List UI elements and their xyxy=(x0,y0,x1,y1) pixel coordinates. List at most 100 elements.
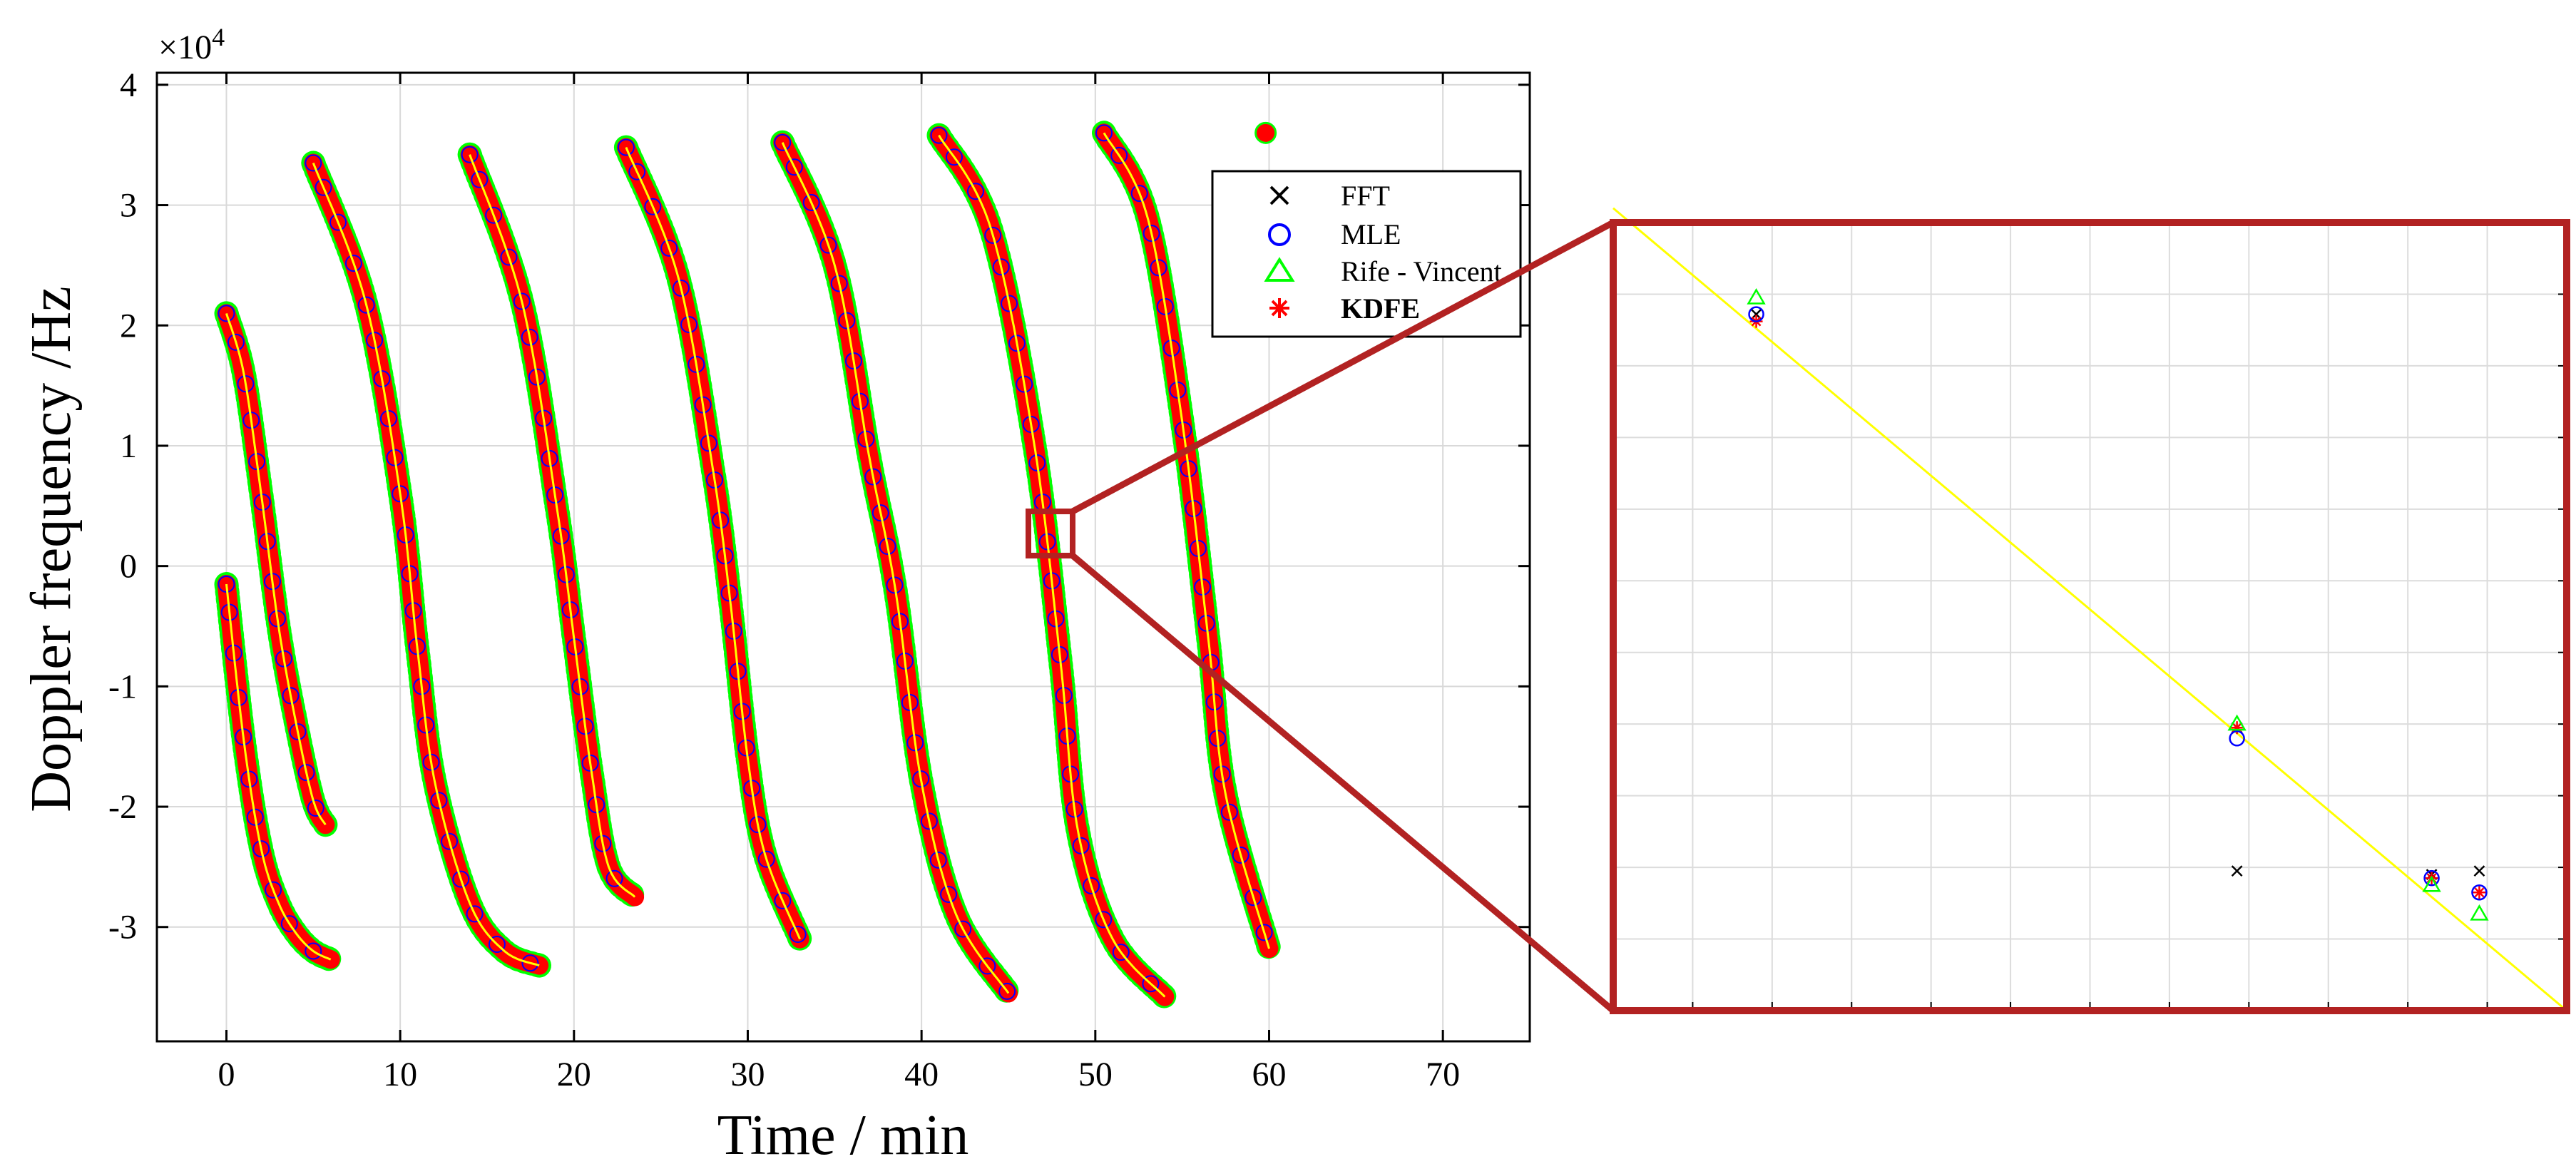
pass-2-mle-marker xyxy=(344,255,362,272)
pass-3-mle-marker xyxy=(605,869,623,887)
legend-label-fft: FFT xyxy=(1341,180,1390,212)
pass-2-mle-marker xyxy=(315,178,332,196)
multiplier-exponent: 4 xyxy=(212,23,225,51)
zoom-callout xyxy=(1026,220,1615,1014)
pass-5-mle-marker xyxy=(879,538,896,556)
y-tick-label: -1 xyxy=(108,668,137,705)
zoom-inset xyxy=(1610,207,2570,1014)
zoom-point-4 xyxy=(2422,869,2441,892)
pass-1a-mle-marker xyxy=(280,915,298,933)
pass-4-mle-marker xyxy=(743,780,761,797)
zoom-source-box xyxy=(1026,509,1075,558)
pass-7-mle-marker xyxy=(1232,846,1249,864)
zoom-point-5 xyxy=(2470,865,2489,921)
pass-6-mle-marker xyxy=(1072,837,1090,854)
pass-6-mle-marker xyxy=(945,148,963,166)
legend-label-kdfe: KDFE xyxy=(1341,292,1420,325)
pass-6-mle-marker xyxy=(1001,295,1018,312)
zoom-fit-line xyxy=(1612,207,2567,1012)
pass-3-mle-marker xyxy=(541,449,558,467)
x-tick-label: 60 xyxy=(1252,1056,1286,1093)
pass-2-fit-curve xyxy=(312,162,540,967)
pass-4-mle-marker xyxy=(757,850,775,868)
pass-5-mle-marker xyxy=(802,194,820,212)
pass-3-mle-marker xyxy=(500,248,518,266)
pass-6-mle-marker xyxy=(1008,335,1026,352)
pass-1b-mle-marker xyxy=(307,800,324,817)
pass-7-mle-marker xyxy=(1244,889,1262,907)
pass-4-mle-marker xyxy=(644,198,662,215)
pass-2-mle-marker xyxy=(422,753,440,771)
zoom-point-2 xyxy=(2227,714,2247,747)
pass-3-mle-marker xyxy=(513,292,531,310)
pass-2-mle-marker xyxy=(521,954,539,972)
legend-marker-rife-vincent xyxy=(1264,257,1295,282)
pass-4-mle-marker xyxy=(706,471,724,489)
pass-6-mle-marker xyxy=(984,226,1002,244)
pass-2-mle-marker xyxy=(466,905,484,923)
point-5-fft-marker xyxy=(2473,865,2485,877)
pass-1b-fit-curve xyxy=(225,312,327,826)
legend-label-mle: MLE xyxy=(1341,218,1401,250)
pass-4-mle-marker xyxy=(700,434,717,452)
pass-5-mle-marker xyxy=(929,851,947,869)
pass-4-fit-curve xyxy=(625,147,801,940)
pass-4-mle-marker xyxy=(672,280,690,297)
pass-4-mle-marker xyxy=(628,163,646,180)
pass-7-mle-marker xyxy=(1220,803,1238,821)
pass-6-mle-marker xyxy=(1095,911,1113,929)
zoom-fit-line-segment xyxy=(1612,207,2567,1012)
zoom-connector-top xyxy=(1070,220,1615,514)
y-tick-label: 4 xyxy=(120,66,137,104)
pass-3-mle-marker xyxy=(485,206,503,224)
pass-4-mle-marker xyxy=(660,239,678,257)
pass-7-mle-marker xyxy=(1110,146,1128,164)
pass-5-mle-marker xyxy=(998,982,1016,1000)
pass-7-mle-marker xyxy=(1156,297,1174,315)
point-5-rife-vincent-marker xyxy=(2470,904,2489,921)
pass-4-mle-marker xyxy=(680,316,698,334)
x-tick-label: 40 xyxy=(904,1056,939,1093)
legend-entry-kdfe: KDFE xyxy=(1269,292,1420,325)
pass-1b-mle-marker xyxy=(282,687,300,705)
pass-3-mle-marker xyxy=(535,409,553,427)
zoom-inset-frame xyxy=(1610,219,2570,1014)
pass-6-mle-marker xyxy=(992,258,1010,276)
pass-6-mle-marker xyxy=(1028,454,1046,471)
pass-4-mle-marker xyxy=(617,138,635,156)
zoom-grid xyxy=(1613,223,2567,1011)
pass-3-mle-marker xyxy=(521,328,538,346)
zoom-connector-bottom xyxy=(1070,553,1615,1014)
point-5-mle-marker xyxy=(2471,884,2488,901)
pass-1b-mle-marker xyxy=(297,764,315,782)
pass-5-mle-marker xyxy=(872,504,889,522)
y-tick-label: 1 xyxy=(120,427,137,465)
x-tick-label: 70 xyxy=(1426,1056,1460,1093)
y-axis-title: Doppler frequency /Hz xyxy=(20,286,83,812)
main-fit-curves xyxy=(225,132,1270,998)
zoom-markers xyxy=(1747,287,2489,921)
pass-6-mle-marker xyxy=(1112,944,1130,961)
y-tick-label: -3 xyxy=(108,909,137,946)
pass-1b-mle-marker xyxy=(289,723,307,740)
pass-1b-mle-marker xyxy=(275,650,292,668)
pass-1a-mle-marker xyxy=(305,942,322,960)
pass-3-mle-marker xyxy=(528,368,546,386)
pass-7-mle-marker xyxy=(1143,225,1160,243)
pass-2-mle-marker xyxy=(373,370,391,388)
pass-4-mle-marker xyxy=(694,396,712,414)
pass-3-mle-marker xyxy=(581,754,599,772)
pass-4-mle-marker xyxy=(789,926,807,944)
x-axis-title: Time / min xyxy=(717,1104,969,1167)
fft-stroke xyxy=(2231,865,2243,877)
pass-3-mle-marker xyxy=(461,146,479,163)
legend-marker-kdfe xyxy=(1269,298,1289,318)
legend-entry-fft: FFT xyxy=(1269,180,1390,212)
zoom-point-3 xyxy=(2231,865,2243,877)
pass-2-mle-marker xyxy=(357,296,375,314)
pass-2-mle-marker xyxy=(488,935,506,953)
pass-5-mle-marker xyxy=(978,957,996,975)
pass-1a-mle-marker xyxy=(252,840,270,858)
pass-7-mle-marker xyxy=(1095,124,1113,142)
